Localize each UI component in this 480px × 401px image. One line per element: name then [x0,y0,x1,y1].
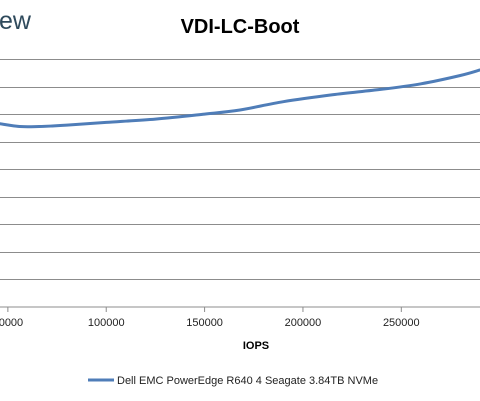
x-tick-label: 150000 [186,317,223,329]
series-layer [0,68,480,129]
x-axis-ticks: 50000 100000 150000 200000 250000 [0,307,420,329]
series-line-1 [0,68,480,129]
logo-text: ew [0,7,32,35]
chart-title: VDI-LC-Boot [181,16,300,38]
gridlines [0,59,480,308]
x-axis-label: IOPS [243,340,269,352]
x-tick-label: 50000 [0,317,23,329]
x-tick-label: 100000 [88,317,125,329]
x-tick-label: 200000 [285,317,322,329]
legend-label: Dell EMC PowerEdge R640 4 Seagate 3.84TB… [117,375,378,387]
x-tick-label: 250000 [383,317,420,329]
legend: Dell EMC PowerEdge R640 4 Seagate 3.84TB… [88,375,378,387]
